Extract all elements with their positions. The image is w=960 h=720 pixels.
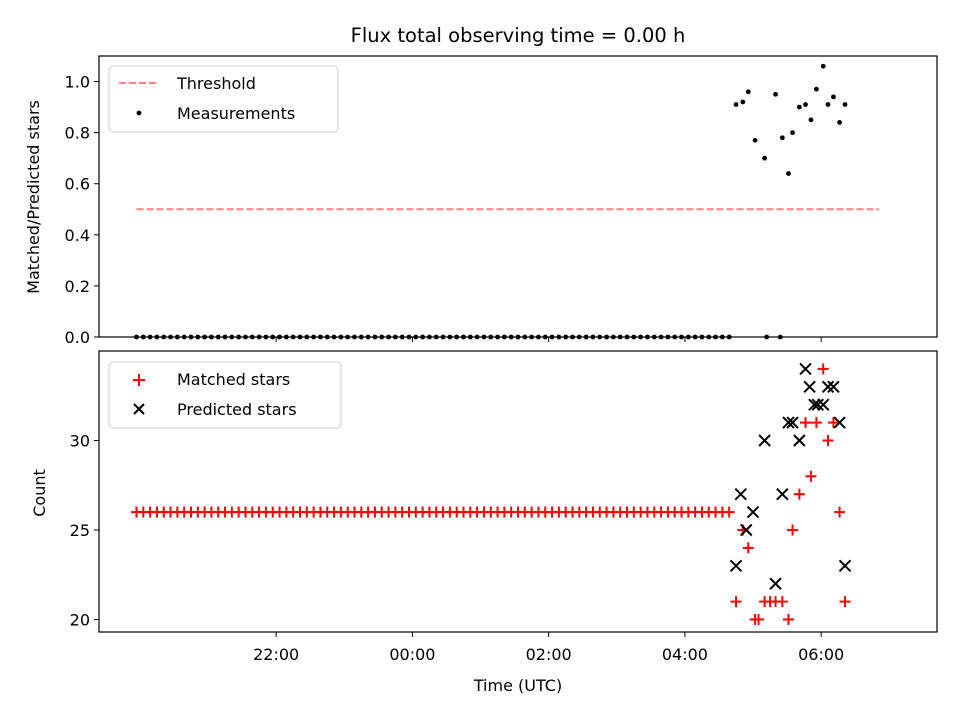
matched-star-point: [752, 613, 764, 625]
measurement-point: [796, 104, 802, 110]
top-ytick-label: 0.8: [65, 124, 90, 143]
x-tick-label: 00:00: [389, 645, 435, 664]
matched-star-point: [776, 596, 788, 608]
x-tick-label: 22:00: [253, 645, 299, 664]
legend-predicted-label: Predicted stars: [177, 400, 297, 419]
legend-measurements-label: Measurements: [177, 104, 295, 123]
measurement-point: [831, 94, 836, 100]
predicted-star-point: [803, 380, 816, 394]
measurement-point: [740, 99, 746, 105]
top-axes-frame: [98, 55, 938, 338]
top-ytick-label: 0.2: [65, 277, 90, 296]
bottom-panel: 20 25 30 22:00 00:00 02:00 04:00 06:00 Count T…: [30, 350, 938, 695]
x-tick-label: 04:00: [662, 645, 708, 664]
bottom-legend: Matched stars Predicted stars: [108, 361, 342, 429]
x-tick-label: 06:00: [798, 645, 844, 664]
predicted-star-point: [827, 380, 840, 394]
matched-star-point: [800, 417, 812, 429]
predicted-star-point: [838, 559, 852, 572]
x-tick-label: 02:00: [526, 645, 572, 664]
bottom-ytick-label: 30: [70, 431, 90, 450]
bottom-y-axis-label: Count: [30, 469, 49, 517]
matched-star-point: [730, 596, 742, 608]
top-legend: Threshold Measurements: [108, 65, 339, 133]
legend-matched-swatch: [133, 374, 145, 386]
matched-star-point: [805, 470, 817, 482]
top-y-axis-label: Matched/Predicted stars: [24, 100, 43, 294]
predicted-star-point: [769, 577, 782, 590]
top-panel: 0.0 0.2 0.4 0.6 0.8 1.0 Matched/Predicted sta…: [24, 55, 938, 347]
predicted-star-point: [734, 487, 747, 501]
chart-title: Flux total observing time = 0.00 h: [351, 24, 686, 47]
top-ytick-label: 0.4: [65, 226, 90, 245]
matched-star-point: [817, 363, 829, 375]
matched-star-point: [810, 417, 822, 429]
matched-star-point: [822, 434, 834, 446]
matched-star-point: [787, 524, 799, 536]
matched-star-point: [839, 596, 851, 608]
predicted-star-point: [782, 416, 795, 429]
matched-star-point: [834, 506, 846, 518]
matched-star-point: [742, 542, 754, 554]
measurement-point: [814, 86, 819, 92]
predicted-star-point: [740, 523, 753, 537]
predicted-star-point: [776, 487, 789, 501]
measurement-point: [808, 117, 814, 123]
predicted-star-point: [833, 416, 846, 429]
measurement-point: [825, 102, 831, 107]
measurement-point: [803, 102, 808, 107]
measurement-point: [842, 102, 848, 107]
predicted-star-point: [808, 398, 821, 411]
predicted-star-point: [793, 434, 806, 447]
predicted-star-point: [821, 380, 835, 394]
legend-matched-label: Matched stars: [177, 370, 290, 389]
matched-star-point: [827, 417, 839, 429]
predicted-star-point: [786, 416, 799, 429]
bottom-ytick-label: 25: [70, 521, 90, 540]
top-ytick-label: 0.6: [65, 175, 90, 194]
matched-star-point: [793, 488, 805, 500]
predicted-star-point: [811, 398, 824, 411]
measurement-point: [790, 130, 795, 136]
legend-measurements-swatch: [136, 110, 142, 116]
measurement-point: [837, 120, 842, 125]
measurement-point: [820, 63, 826, 69]
predicted-star-point: [817, 398, 830, 411]
x-axis-label: Time (UTC): [473, 676, 562, 695]
matched-star-point: [782, 613, 794, 625]
predicted-star-point: [799, 362, 812, 376]
predicted-star-point: [758, 434, 771, 447]
top-ytick-label: 1.0: [65, 73, 90, 92]
measurement-point: [773, 91, 778, 97]
legend-threshold-label: Threshold: [176, 74, 256, 93]
measurement-point: [752, 137, 758, 143]
measurement-point: [733, 102, 739, 107]
bottom-axes-frame: [98, 350, 938, 633]
measurement-point: [762, 155, 768, 161]
bottom-ytick-label: 20: [70, 610, 90, 629]
measurement-point: [745, 89, 751, 95]
measurement-point: [779, 135, 785, 141]
predicted-star-point: [729, 559, 743, 572]
predicted-star-point: [746, 505, 760, 519]
matched-star-point: [723, 506, 735, 518]
top-ytick-label: 0.0: [65, 328, 90, 347]
measurement-point: [786, 171, 791, 176]
legend-predicted-swatch: [133, 403, 145, 415]
